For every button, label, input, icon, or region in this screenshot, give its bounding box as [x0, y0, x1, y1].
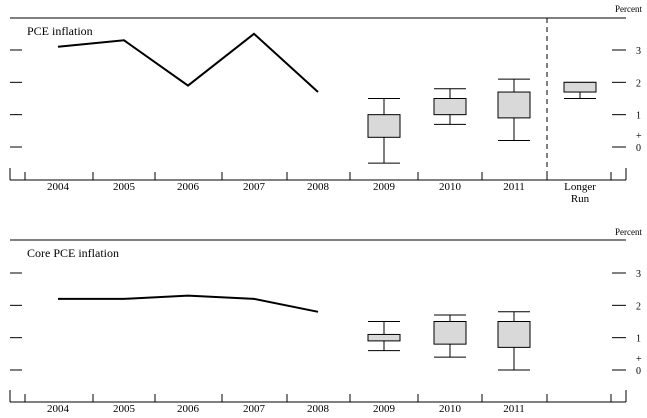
- unit-label: Percent: [615, 227, 642, 237]
- unit-label: Percent: [615, 4, 642, 14]
- y-tick-label: 1: [636, 111, 641, 122]
- chart-title: Core PCE inflation: [27, 246, 119, 260]
- y-tick-label: 3: [636, 46, 641, 57]
- x-tick-label: 2007: [243, 403, 266, 415]
- x-tick-label: 2005: [113, 403, 136, 415]
- chart-panel: 0 1 2 3 + Percent Core PCE inflation 2004 2005 20…: [9, 227, 642, 415]
- y-tick-label: 3: [636, 269, 641, 280]
- x-tick-label: 2011: [503, 403, 525, 415]
- central-tendency-box: [367, 114, 401, 138]
- x-tick-label: 2010: [439, 181, 462, 193]
- x-tick-label: 2011: [503, 181, 525, 193]
- x-tick-label: Longer Run: [564, 181, 596, 205]
- x-tick-label: 2009: [373, 403, 396, 415]
- x-tick-label: 2004: [47, 181, 70, 193]
- central-tendency-box: [433, 98, 467, 116]
- history-line: [57, 32, 319, 93]
- central-tendency-box: [497, 321, 531, 348]
- y-tick-label: 0: [636, 366, 641, 377]
- x-tick-label: 2009: [373, 181, 396, 193]
- y-tick-label: 2: [636, 78, 641, 89]
- chart-title: PCE inflation: [27, 24, 93, 38]
- y-tick-label: 1: [636, 334, 641, 345]
- x-tick-label: 2006: [177, 181, 200, 193]
- x-tick-label: 2010: [439, 403, 462, 415]
- y-zero-plus-sign: +: [636, 354, 642, 365]
- central-tendency-box: [433, 321, 467, 345]
- x-tick-label: 2008: [307, 403, 330, 415]
- x-tick-label: 2008: [307, 181, 330, 193]
- x-tick-label: 2004: [47, 403, 70, 415]
- central-tendency-box: [497, 91, 531, 119]
- x-tick-label: 2007: [243, 181, 266, 193]
- y-tick-label: 0: [636, 143, 641, 154]
- central-tendency-box: [563, 81, 597, 93]
- history-line: [58, 294, 319, 313]
- central-tendency-box: [367, 333, 401, 342]
- x-tick-label: 2006: [177, 403, 200, 415]
- chart-panel: 0 1 2 3 + Percent PCE inflation 2004 2005 2006 200…: [9, 4, 642, 205]
- y-zero-plus-sign: +: [636, 131, 642, 142]
- x-tick-label: 2005: [113, 181, 136, 193]
- y-tick-label: 2: [636, 301, 641, 312]
